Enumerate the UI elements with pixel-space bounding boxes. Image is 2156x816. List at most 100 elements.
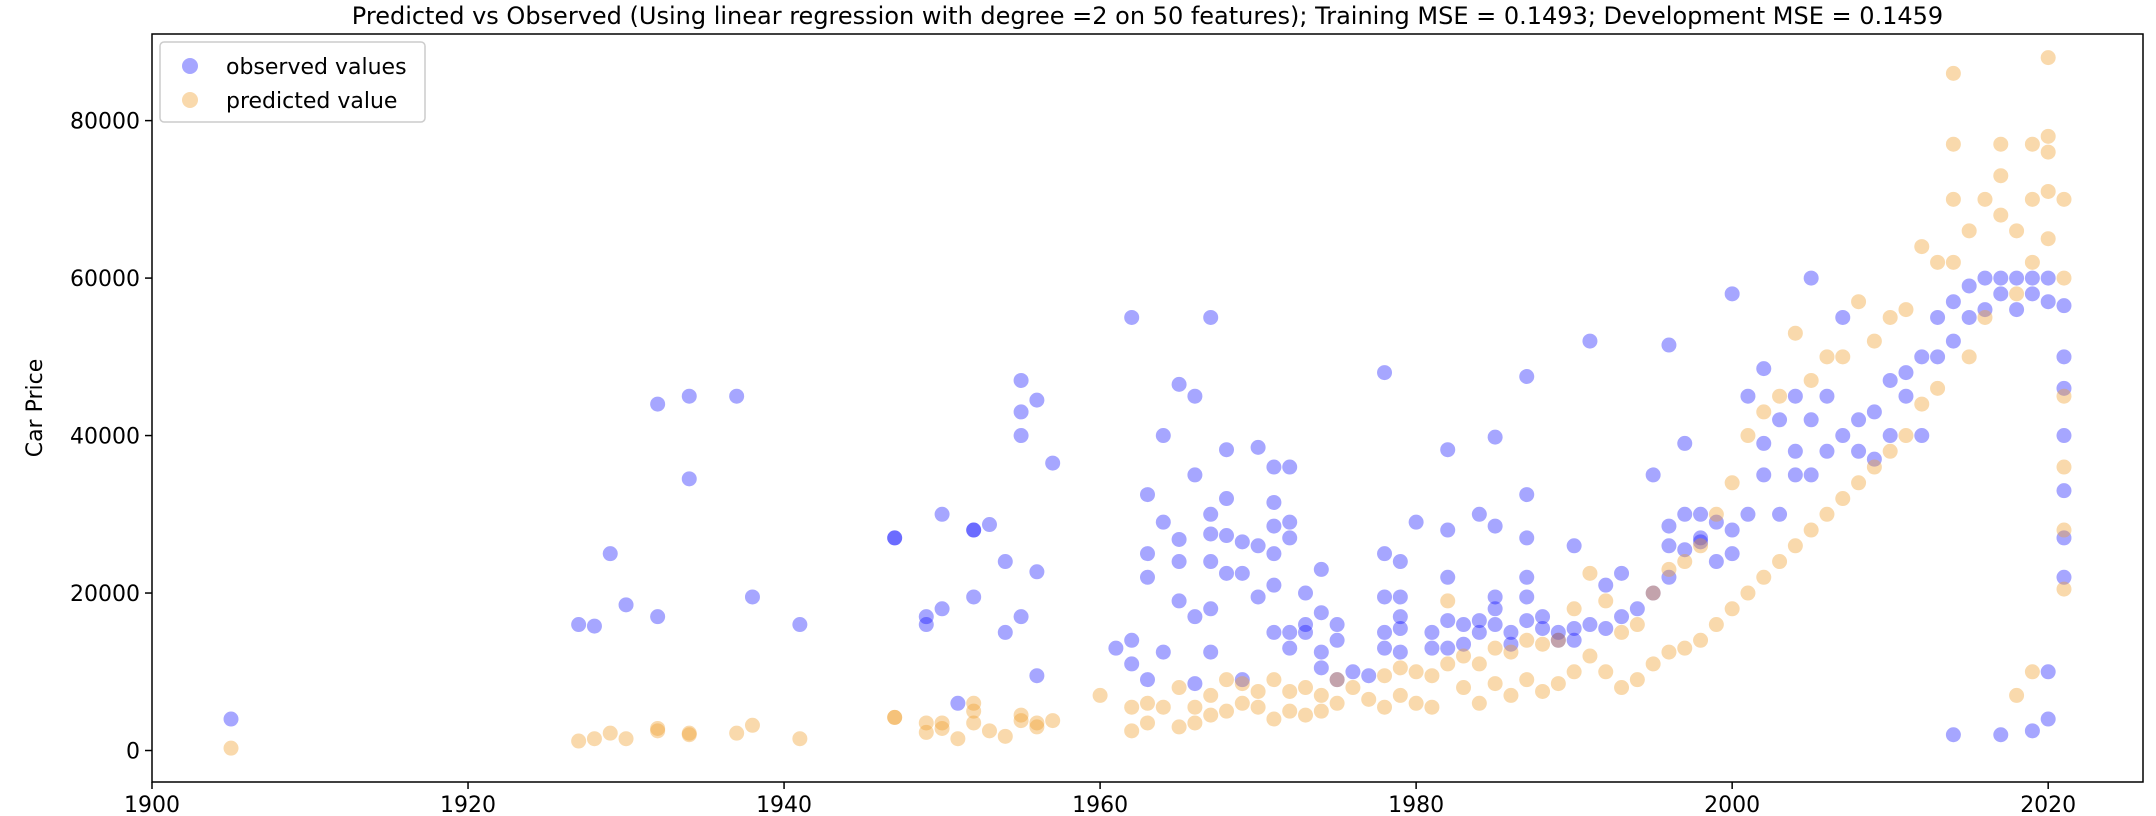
legend-marker-predicted: [182, 92, 198, 108]
data-point: [602, 725, 618, 741]
data-point: [2024, 286, 2040, 302]
data-point: [2056, 522, 2072, 538]
data-point: [1487, 640, 1503, 656]
data-point: [792, 731, 808, 747]
data-point: [602, 546, 618, 562]
data-point: [1282, 514, 1298, 530]
data-point: [1140, 715, 1155, 731]
data-point: [1519, 569, 1535, 585]
data-point: [1930, 349, 1946, 365]
data-point: [1408, 695, 1424, 711]
data-point: [1219, 442, 1235, 458]
data-point: [1787, 388, 1803, 404]
data-point: [1124, 699, 1140, 715]
data-point: [1550, 624, 1566, 640]
data-point: [950, 695, 966, 711]
x-tick-label: 2020: [2020, 793, 2076, 816]
data-point: [2024, 254, 2040, 270]
data-point: [1945, 727, 1961, 743]
data-point: [1550, 676, 1566, 692]
data-point: [1140, 569, 1155, 585]
data-point: [1693, 632, 1709, 648]
data-point: [571, 733, 587, 749]
data-point: [1945, 191, 1961, 207]
data-point: [1661, 538, 1677, 554]
data-point: [1756, 467, 1772, 483]
data-point: [1835, 428, 1851, 444]
data-point: [1882, 309, 1898, 325]
data-point: [1677, 435, 1693, 451]
data-point: [1945, 294, 1961, 310]
data-point: [1440, 569, 1456, 585]
data-point: [1708, 554, 1724, 570]
data-point: [1487, 617, 1503, 633]
data-point: [1898, 302, 1914, 318]
data-point: [2024, 136, 2040, 152]
data-point: [1535, 620, 1551, 636]
data-point: [1645, 585, 1661, 601]
data-point: [1993, 727, 2009, 743]
data-point: [1219, 491, 1235, 507]
data-point: [1219, 672, 1235, 688]
data-point: [1187, 467, 1203, 483]
data-point: [1898, 388, 1914, 404]
data-point: [1424, 624, 1440, 640]
data-point: [1392, 620, 1408, 636]
data-point: [1914, 349, 1930, 365]
data-point: [2056, 530, 2072, 546]
data-point: [1029, 564, 1045, 580]
data-point: [1440, 522, 1456, 538]
data-point: [981, 723, 997, 739]
data-point: [1945, 333, 1961, 349]
data-point: [1092, 687, 1108, 703]
data-point: [1772, 412, 1788, 428]
data-point: [1171, 593, 1187, 609]
data-point: [2040, 664, 2056, 680]
data-point: [2056, 569, 2072, 585]
data-point: [1914, 428, 1930, 444]
data-point: [2024, 191, 2040, 207]
data-point: [2040, 270, 2056, 286]
data-point: [650, 396, 666, 412]
data-point: [1266, 577, 1282, 593]
data-point: [2056, 298, 2072, 314]
data-point: [2040, 231, 2056, 247]
data-point: [1519, 487, 1535, 503]
data-point: [1392, 554, 1408, 570]
data-point: [729, 725, 745, 741]
data-point: [2040, 294, 2056, 310]
data-point: [1961, 349, 1977, 365]
data-point: [1266, 518, 1282, 534]
data-point: [1392, 609, 1408, 625]
data-point: [2040, 128, 2056, 144]
data-point: [918, 617, 934, 633]
data-point: [1866, 451, 1882, 467]
data-point: [1377, 640, 1393, 656]
data-point: [981, 517, 997, 533]
data-point: [2009, 270, 2025, 286]
data-point: [1598, 664, 1614, 680]
data-point: [1882, 372, 1898, 388]
data-point: [1203, 309, 1219, 325]
data-point: [1740, 506, 1756, 522]
data-point: [1124, 723, 1140, 739]
data-point: [792, 617, 808, 633]
data-point: [2056, 581, 2072, 597]
data-point: [1440, 442, 1456, 458]
data-point: [1787, 538, 1803, 554]
data-point: [1329, 695, 1345, 711]
data-point: [1914, 396, 1930, 412]
data-point: [1313, 605, 1329, 621]
data-point: [1772, 388, 1788, 404]
data-point: [2056, 428, 2072, 444]
data-point: [2056, 388, 2072, 404]
data-point: [650, 723, 666, 739]
data-point: [1961, 309, 1977, 325]
data-point: [1519, 672, 1535, 688]
data-point: [966, 715, 982, 731]
data-point: [966, 589, 982, 605]
data-point: [1961, 223, 1977, 239]
data-point: [887, 709, 903, 725]
data-point: [1708, 506, 1724, 522]
data-point: [1756, 404, 1772, 420]
